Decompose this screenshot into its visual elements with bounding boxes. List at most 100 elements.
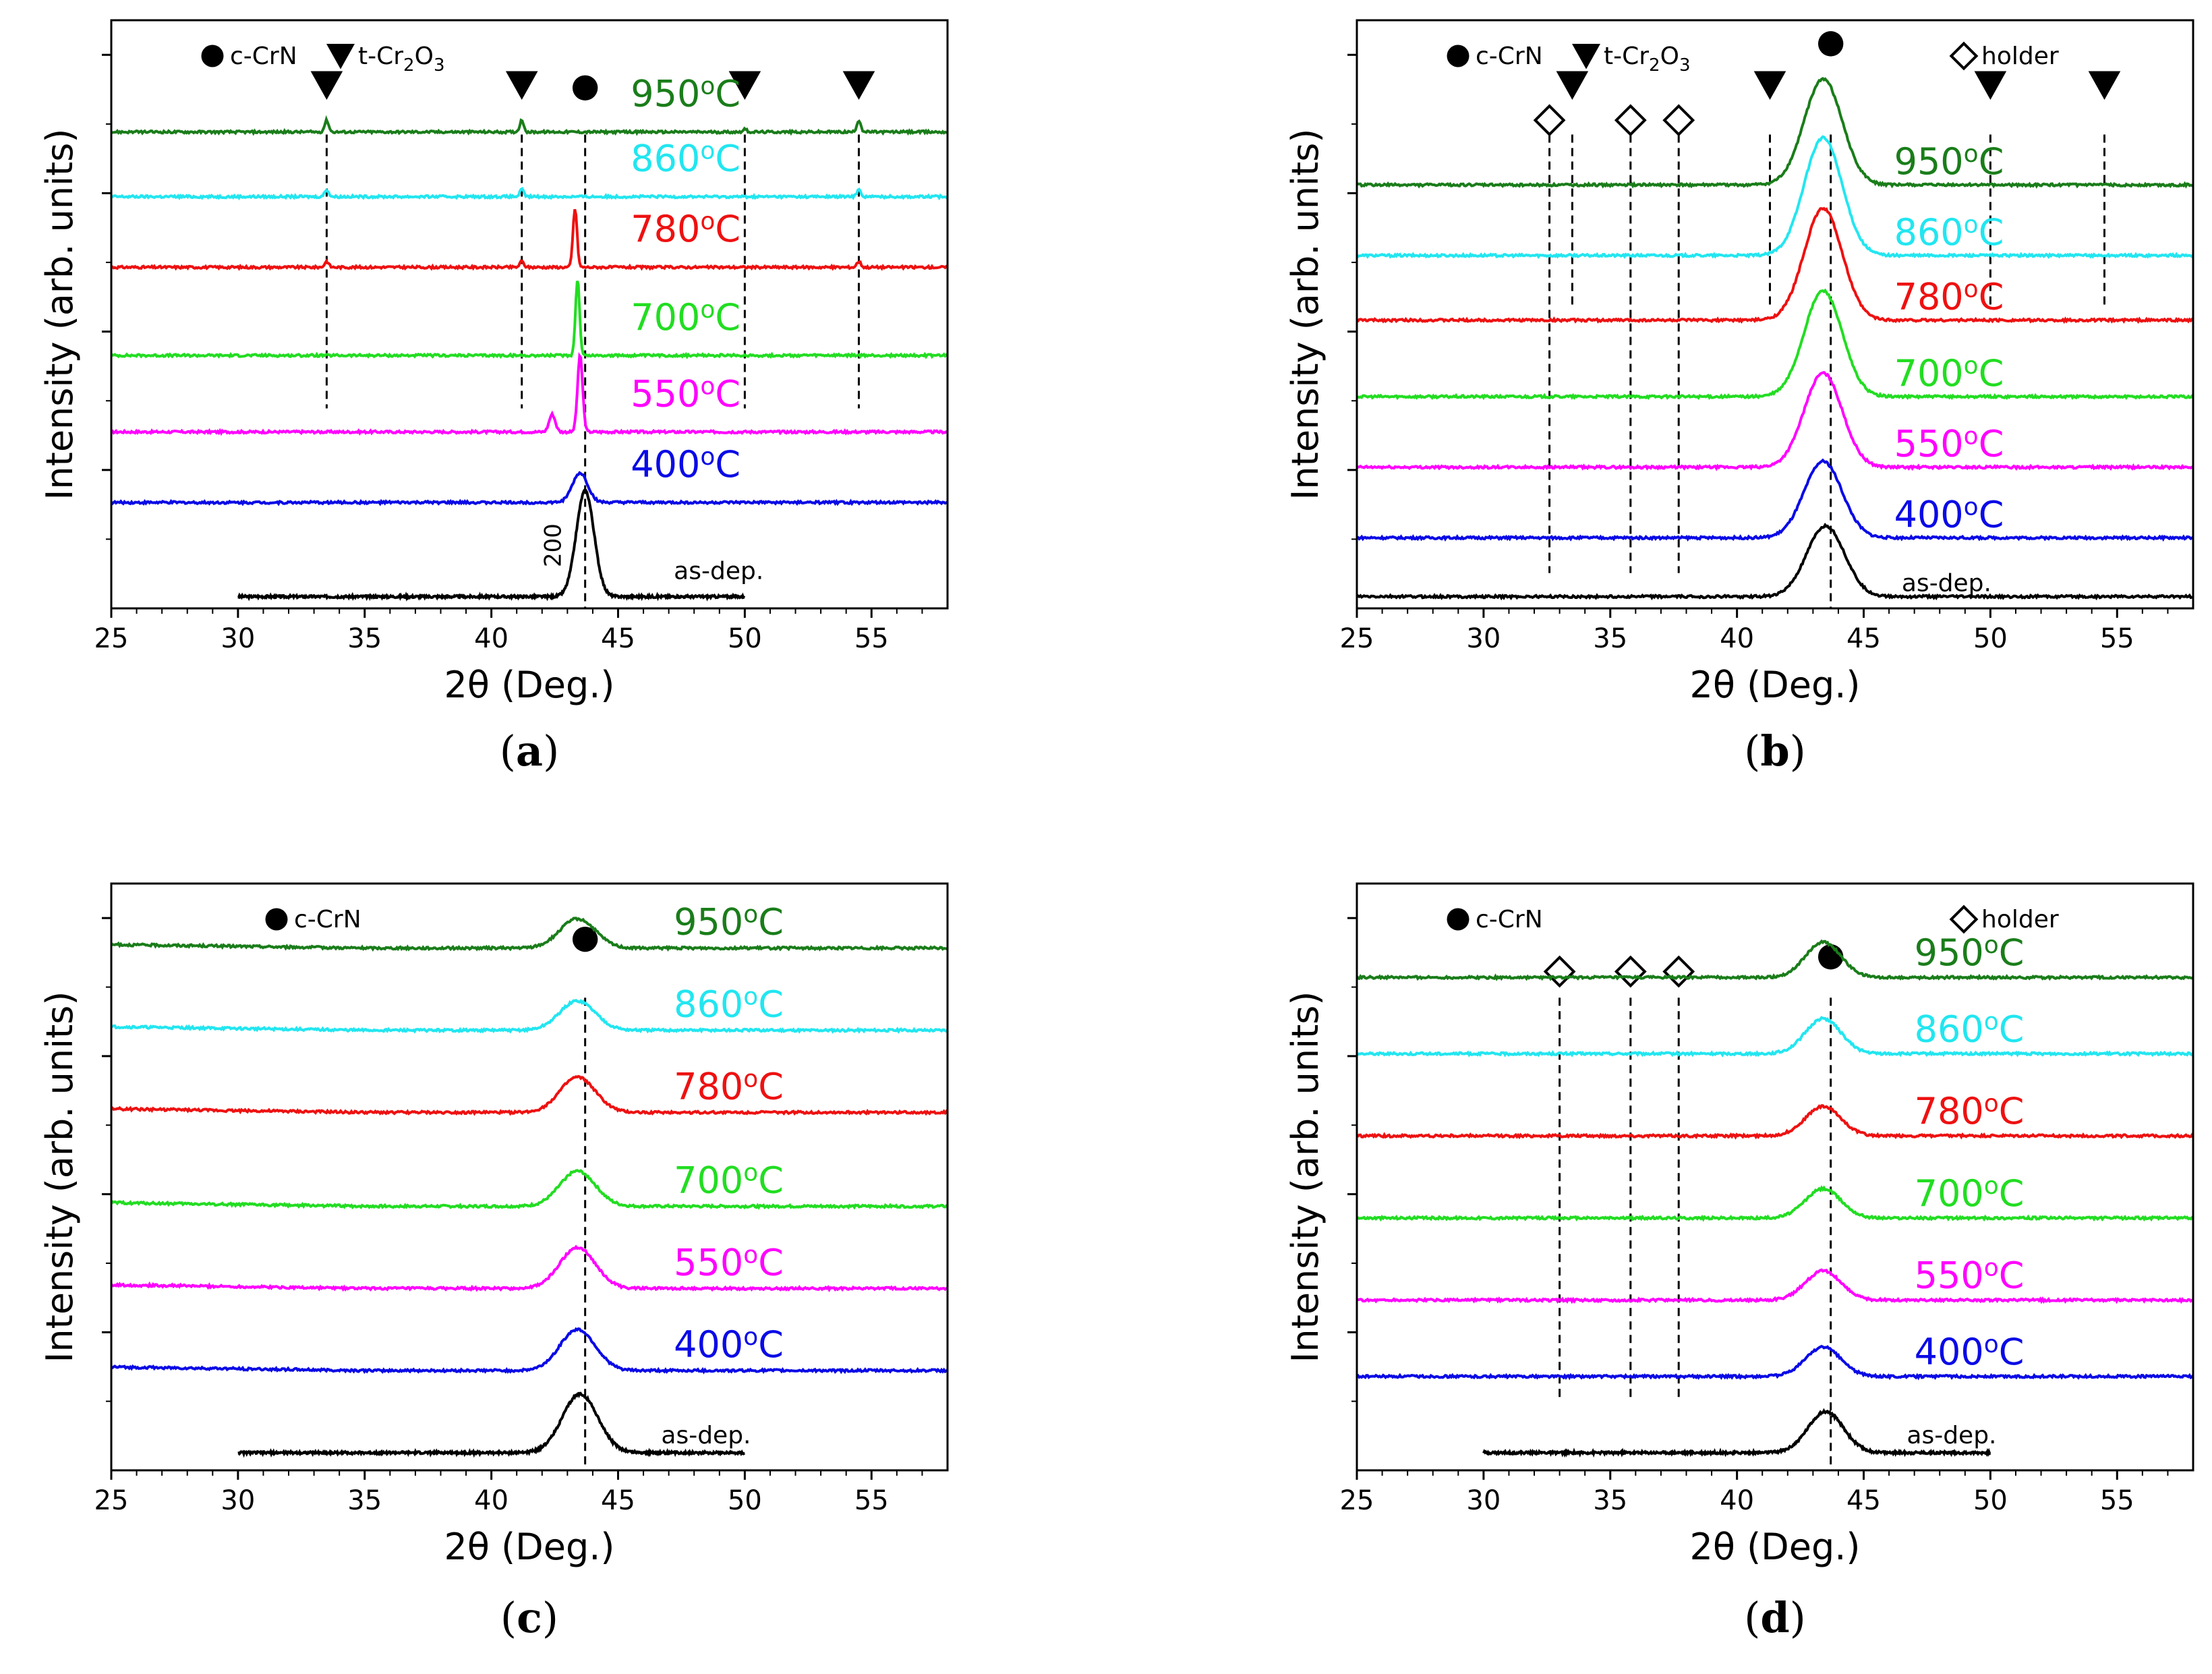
x-tick-label: 50 xyxy=(728,623,762,654)
series-line-550C xyxy=(110,1244,948,1292)
x-tick-label: 30 xyxy=(221,1485,255,1516)
x-axis-title: 2θ (Deg.) xyxy=(1690,664,1861,706)
x-tick-label: 35 xyxy=(347,623,382,654)
peak-annotation: 200 xyxy=(540,523,567,567)
plot-frame xyxy=(1356,19,2194,610)
series-label-550: 550oC xyxy=(674,1241,784,1283)
reference-marker xyxy=(728,71,761,100)
x-tick-label: 45 xyxy=(1846,623,1881,654)
x-tick-label: 40 xyxy=(474,623,508,654)
panel-a: as-dep. 400oC 550oC 700oC 780oC 860oC 950oC 200… xyxy=(38,19,949,776)
series-line-780C xyxy=(111,208,948,271)
reference-marker xyxy=(1974,71,2007,100)
series-label-950: 950oC xyxy=(674,901,784,944)
y-axis-title: Intensity (arb. units) xyxy=(38,129,81,500)
x-tick-label: 30 xyxy=(1466,623,1501,654)
x-tick-label: 25 xyxy=(1340,623,1374,654)
series-label-400: 400oC xyxy=(1915,1331,2025,1373)
reference-marker xyxy=(1662,104,1695,137)
legend-label: c-CrN xyxy=(1476,906,1543,933)
reference-marker xyxy=(1614,104,1647,137)
series-label-860: 860oC xyxy=(631,138,740,180)
legend-marker xyxy=(201,45,224,67)
x-tick-label: 30 xyxy=(221,623,255,654)
plot-frame xyxy=(110,19,949,610)
series-line-700C xyxy=(1356,1185,2194,1222)
series-label-860: 860oC xyxy=(1915,1008,2025,1050)
legend-label: c-CrN xyxy=(230,42,297,70)
series-label-400: 400oC xyxy=(631,443,740,486)
x-tick-label: 35 xyxy=(347,1485,382,1516)
x-tick-label: 55 xyxy=(854,1485,889,1516)
reference-marker xyxy=(310,71,343,100)
x-tick-label: 55 xyxy=(2100,1485,2134,1516)
legend-label: c-CrN xyxy=(294,906,361,933)
x-tick-label: 40 xyxy=(474,1485,508,1516)
x-tick-label: 30 xyxy=(1466,1485,1501,1516)
reference-marker xyxy=(505,71,538,100)
panel-letter: (b) xyxy=(1744,726,1806,776)
series-line-860C xyxy=(111,187,949,201)
series-line-950C xyxy=(1356,76,2194,189)
plot-frame xyxy=(1356,882,2194,1472)
legend-marker xyxy=(265,908,288,931)
reference-marker xyxy=(1543,955,1576,988)
x-tick-label: 50 xyxy=(1973,623,2008,654)
series-line-700C xyxy=(110,1169,949,1211)
x-tick-label: 35 xyxy=(1593,1485,1627,1516)
series-line-950C xyxy=(110,115,948,136)
legend-label: holder xyxy=(1981,42,2059,70)
x-tick-label: 45 xyxy=(1846,1485,1881,1516)
x-tick-label: 40 xyxy=(1720,1485,1754,1516)
x-axis-title: 2θ (Deg.) xyxy=(444,664,615,706)
legend-label: t-Cr2O3 xyxy=(358,42,444,76)
series-label-860: 860oC xyxy=(1894,211,2004,254)
reference-marker xyxy=(1533,104,1566,137)
panel-b: as-dep. 400oC 550oC 700oC 780oC 860oC 950oC 25 3… xyxy=(1284,19,2194,776)
y-axis-title: Intensity (arb. units) xyxy=(1284,129,1327,500)
series-label-as-dep: as-dep. xyxy=(674,557,763,585)
series-line-400C xyxy=(110,1327,949,1375)
series-label-as-dep: as-dep. xyxy=(661,1422,751,1449)
series-line-780C xyxy=(110,1074,949,1116)
x-tick-label: 25 xyxy=(94,623,129,654)
legend-marker xyxy=(1447,908,1469,931)
reference-marker xyxy=(572,926,598,952)
panel-letter: (c) xyxy=(500,1593,558,1642)
series-label-as-dep: as-dep. xyxy=(1907,1422,1996,1449)
reference-marker xyxy=(1817,31,1844,57)
x-tick-label: 25 xyxy=(1340,1485,1374,1516)
series-line-780C xyxy=(1356,206,2194,324)
series-line-860C xyxy=(1356,135,2194,260)
legend-marker xyxy=(1447,45,1469,67)
series-label-550: 550oC xyxy=(1915,1254,2025,1297)
x-tick-label: 55 xyxy=(854,623,889,654)
legend-label: c-CrN xyxy=(1476,42,1543,70)
x-tick-label: 35 xyxy=(1593,623,1627,654)
reference-marker xyxy=(1614,955,1647,988)
legend-label: t-Cr2O3 xyxy=(1604,42,1690,76)
panel-letter: (d) xyxy=(1744,1593,1806,1642)
y-axis-title: Intensity (arb. units) xyxy=(38,991,81,1363)
reference-marker xyxy=(842,71,875,100)
series-label-950: 950oC xyxy=(1915,931,2025,974)
x-axis-title: 2θ (Deg.) xyxy=(1690,1526,1861,1568)
series-label-400: 400oC xyxy=(674,1323,784,1366)
panel-c: as-dep. 400oC 550oC 700oC 780oC 860oC 950oC 25 3… xyxy=(38,882,949,1642)
legend-label: holder xyxy=(1981,906,2059,933)
series-label-950: 950oC xyxy=(1894,140,2004,183)
panel-d: as-dep. 400oC 550oC 700oC 780oC 860oC 950oC 25 3… xyxy=(1284,882,2194,1642)
series-line-asdep xyxy=(1482,1408,1991,1458)
series-line-860C xyxy=(111,998,949,1034)
series-line-700C xyxy=(110,281,949,359)
series-label-700: 700oC xyxy=(1915,1172,2025,1215)
series-line-950C xyxy=(1356,939,2194,981)
reference-marker xyxy=(572,75,598,100)
reference-marker xyxy=(1662,955,1695,988)
series-line-550C xyxy=(1356,371,2194,471)
series-line-550C xyxy=(1356,1268,2194,1304)
series-label-780: 780oC xyxy=(1894,276,2004,318)
series-line-700C xyxy=(1356,288,2194,401)
plot-frame xyxy=(110,882,949,1472)
